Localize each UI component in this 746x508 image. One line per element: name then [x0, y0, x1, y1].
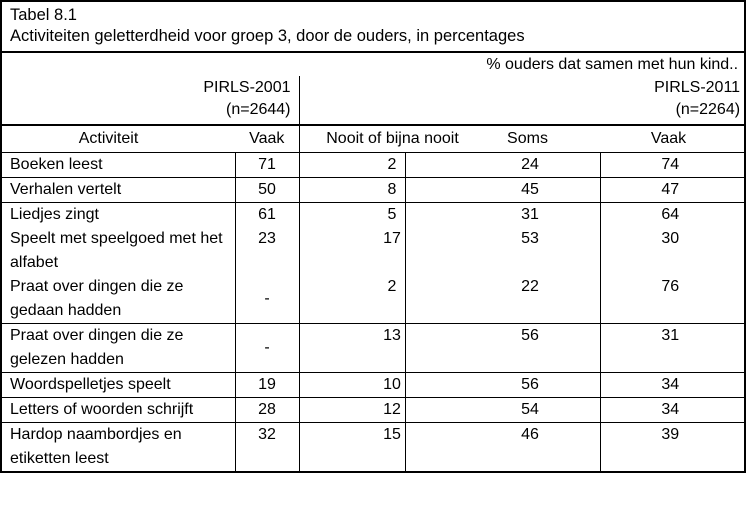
table-number: Tabel 8.1: [10, 6, 77, 24]
soms-cell: 22: [405, 275, 601, 324]
pirls-2001-header: PIRLS-2001 (n=2644): [2, 76, 300, 126]
vaak-2001-cell: 19: [235, 372, 300, 398]
col-header-activiteit: Activiteit: [2, 125, 235, 153]
nooit-cell: 13: [299, 323, 406, 373]
nooit-cell: 17: [299, 227, 406, 275]
col-header-vaak-2011: Vaak: [650, 130, 687, 147]
vaak-2011-cell: 76: [600, 275, 746, 324]
vaak-2011-cell: 30: [661, 230, 680, 247]
soms-cell: 56: [405, 323, 601, 373]
table-row: Praat over dingen die ze gedaan hadden -2…: [2, 275, 746, 324]
nooit-cell: 10: [299, 372, 406, 398]
nooit-cell: 5: [299, 202, 406, 227]
data-table: % ouders dat samen met hun kind.. PIRLS-…: [2, 53, 746, 471]
pirls-2011-n: (n=2264): [675, 101, 741, 118]
table-row: Verhalen vertelt 50 8 45 47: [2, 177, 746, 203]
nooit-cell: 15: [299, 422, 406, 471]
vaak-2001-cell: 61: [235, 202, 300, 227]
col-header-nooit: Nooit of bijna nooit: [326, 130, 459, 147]
vaak-2001-cell: 32: [235, 422, 300, 471]
soms-cell: 53: [405, 227, 601, 275]
activity-cell: Praat over dingen die ze gelezen hadden: [2, 323, 236, 373]
table-8-1-document: Tabel 8.1 Activiteiten geletterdheid voo…: [0, 0, 746, 473]
table-row: Speelt met speelgoed met het alfabet 23 17…: [2, 227, 746, 275]
soms-cell: 56: [405, 372, 601, 398]
activity-cell: Praat over dingen die ze gedaan hadden: [2, 275, 236, 324]
table-body: Boeken leest 71 2 24 74 Verhalen vertelt 50 8 45…: [2, 152, 746, 471]
col-header-soms: Soms: [507, 130, 548, 147]
activity-cell: Boeken leest: [2, 152, 236, 178]
vaak-2001-cell: 23: [235, 227, 300, 275]
survey-header-row: PIRLS-2001 (n=2644) PIRLS-2011 (n=2264): [2, 76, 746, 126]
banner-text: % ouders dat samen met hun kind..: [486, 56, 739, 73]
activity-cell: Letters of woorden schrijft: [2, 397, 236, 423]
vaak-2001-cell: -: [235, 275, 300, 324]
soms-cell: 24: [405, 152, 601, 178]
vaak-2011-cell: 39: [661, 426, 680, 443]
vaak-2001-cell: -: [235, 323, 300, 373]
col-header-vaak-2001: Vaak: [235, 125, 300, 153]
table-row: Boeken leest 71 2 24 74: [2, 152, 746, 178]
table-row: Hardop naambordjes en etiketten leest 32 1…: [2, 422, 746, 471]
pirls-2001-name: PIRLS-2001: [203, 79, 291, 96]
table-row: Praat over dingen die ze gelezen hadden -…: [2, 323, 746, 373]
nooit-cell: 2: [299, 275, 406, 324]
vaak-2011-cell: 64: [661, 206, 680, 223]
table-caption: Activiteiten geletterdheid voor groep 3,…: [10, 27, 525, 45]
vaak-2011-cell: 31: [600, 323, 746, 373]
soms-cell: 31: [405, 202, 601, 227]
title-block: Tabel 8.1 Activiteiten geletterdheid voo…: [2, 2, 744, 53]
table-row: Letters of woorden schrijft 28 12 54 34: [2, 397, 746, 423]
vaak-2011-cell: 34: [600, 372, 746, 398]
table-row: Liedjes zingt 61 5 31 64: [2, 202, 746, 227]
vaak-2011-cell: 74: [600, 152, 746, 178]
column-header-row: Activiteit Vaak Nooit of bijna nooit Som…: [2, 125, 746, 153]
vaak-2011-cell: 47: [600, 177, 746, 203]
pirls-2011-header: PIRLS-2011 (n=2264): [299, 76, 746, 126]
nooit-cell: 2: [299, 152, 406, 178]
soms-cell: 45: [405, 177, 601, 203]
nooit-cell: 12: [299, 397, 406, 423]
activity-cell: Woordspelletjes speelt: [2, 372, 236, 398]
activity-cell: Hardop naambordjes en etiketten leest: [2, 422, 236, 471]
banner-row: % ouders dat samen met hun kind..: [2, 53, 746, 76]
header-rows: % ouders dat samen met hun kind.. PIRLS-…: [2, 53, 746, 153]
soms-cell: 46: [405, 422, 601, 471]
nooit-cell: 8: [299, 177, 406, 203]
activity-cell: Verhalen vertelt: [2, 177, 236, 203]
table-row: Woordspelletjes speelt 19 10 56 34: [2, 372, 746, 398]
activity-cell: Speelt met speelgoed met het alfabet: [2, 227, 236, 275]
activity-cell: Liedjes zingt: [2, 202, 236, 227]
vaak-2011-cell: 34: [600, 397, 746, 423]
vaak-2001-cell: 71: [235, 152, 300, 178]
vaak-2001-cell: 28: [235, 397, 300, 423]
pirls-2001-n: (n=2644): [226, 101, 291, 118]
soms-cell: 54: [405, 397, 601, 423]
vaak-2001-cell: 50: [235, 177, 300, 203]
col-headers-2011-group: Nooit of bijna nooit Soms Vaak: [299, 125, 746, 153]
pirls-2011-name: PIRLS-2011: [654, 79, 741, 96]
